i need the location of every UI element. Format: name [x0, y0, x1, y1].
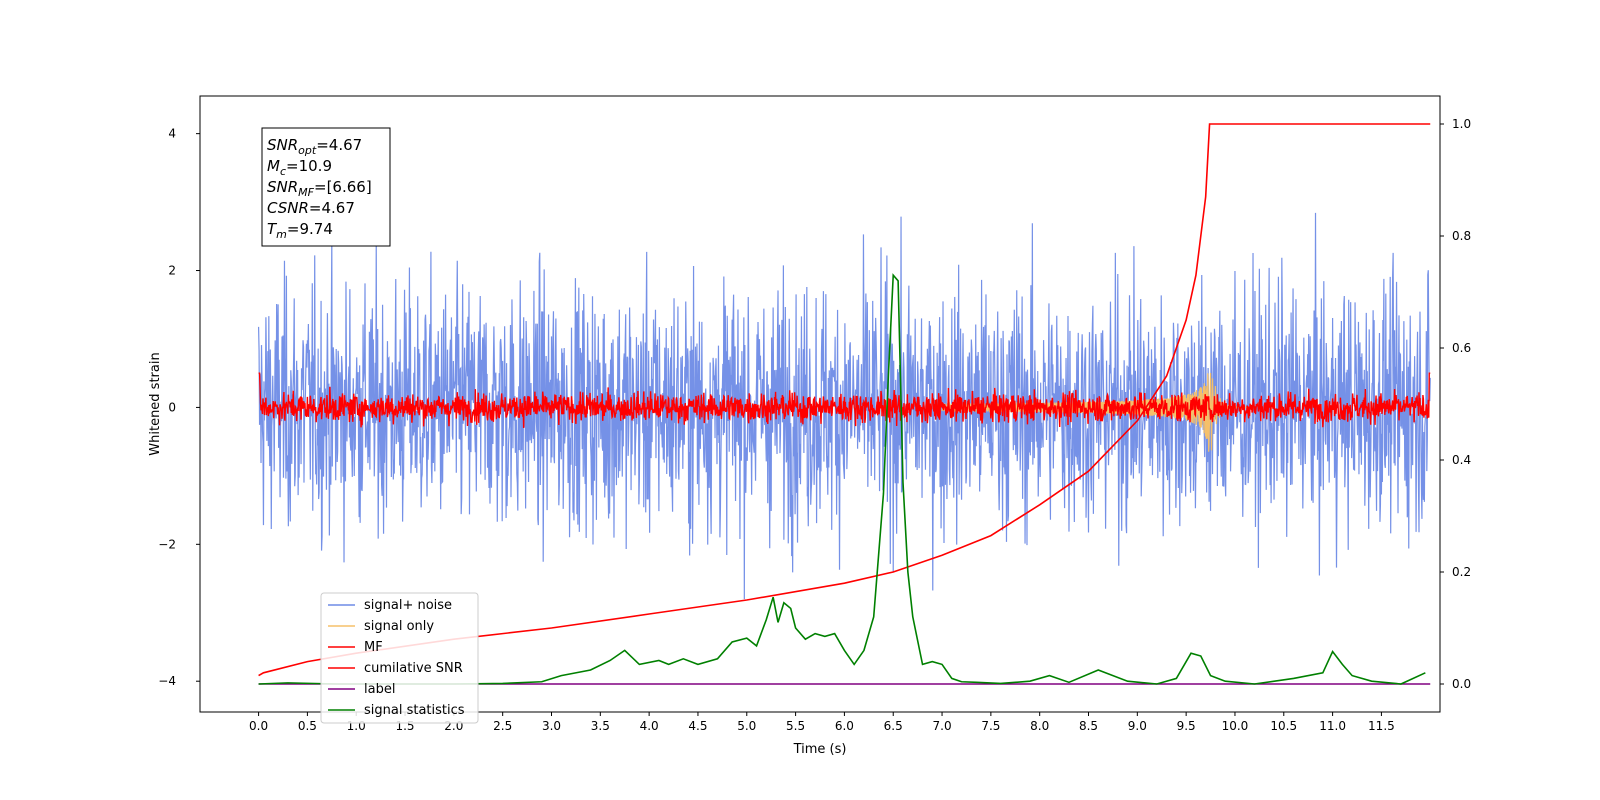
- x-tick-label: 10.5: [1270, 719, 1297, 733]
- y-tick-label: −4: [158, 674, 176, 688]
- y2-tick-label: 0.0: [1452, 677, 1471, 691]
- y2-tick-label: 0.4: [1452, 453, 1471, 467]
- annotation-line: SNRopt=4.67: [267, 136, 362, 157]
- series-signal-statistics-line: [258, 273, 1426, 685]
- x-tick-label: 2.5: [493, 719, 512, 733]
- series-mf-line: [258, 372, 1431, 429]
- y2-tick-label: 0.2: [1452, 565, 1471, 579]
- x-tick-label: 11.5: [1368, 719, 1395, 733]
- x-tick-label: 10.0: [1222, 719, 1249, 733]
- x-tick-label: 6.0: [835, 719, 854, 733]
- y-tick-label: −2: [158, 537, 176, 551]
- x-tick-label: 0.5: [298, 719, 317, 733]
- x-tick-label: 8.5: [1079, 719, 1098, 733]
- y-axis-label: Whitened strain: [148, 352, 163, 455]
- y-tick-label: 2: [168, 264, 176, 278]
- y-tick-label: 0: [168, 400, 176, 414]
- y2-tick-label: 0.6: [1452, 341, 1471, 355]
- x-axis-label: Time (s): [793, 742, 847, 757]
- x-tick-label: 11.0: [1319, 719, 1346, 733]
- legend-entry-label: signal+ noise: [364, 598, 452, 613]
- legend-entry-label: cumilative SNR: [364, 661, 463, 676]
- legend-entry-label: MF: [364, 640, 383, 655]
- x-tick-label: 8.0: [1030, 719, 1049, 733]
- y2-tick-label: 0.8: [1452, 229, 1471, 243]
- x-tick-label: 7.5: [981, 719, 1000, 733]
- x-tick-label: 3.0: [542, 719, 561, 733]
- series-signal-noise-line: [257, 212, 1431, 600]
- legend-frame: [320, 592, 479, 724]
- y-axis-right: 1.0 0.8 0.6 0.4 0.2 0.0: [1440, 117, 1471, 691]
- y-axis-left: 4 2 0 −2 −4: [158, 127, 200, 688]
- legend-entry-label: label: [364, 682, 395, 697]
- x-tick-label: 6.5: [884, 719, 903, 733]
- annotation-frame: [261, 127, 391, 247]
- legend: signal+ noise signal only MF cumilative SNR…: [320, 592, 479, 724]
- annotation-line: CSNR=4.67: [267, 199, 355, 217]
- legend-entry-label: signal only: [364, 619, 434, 634]
- x-tick-label: 5.0: [737, 719, 756, 733]
- x-tick-label: 0.0: [249, 719, 268, 733]
- annotation-line: SNRMF=[6.66]: [267, 178, 372, 199]
- x-tick-label: 3.5: [591, 719, 610, 733]
- y2-tick-label: 1.0: [1452, 117, 1471, 131]
- x-tick-label: 9.0: [1128, 719, 1147, 733]
- plot-frame: [199, 95, 1441, 713]
- x-tick-label: 9.5: [1177, 719, 1196, 733]
- annotation-line: Mc=10.9: [267, 157, 332, 178]
- annotation-line: Tm=9.74: [267, 220, 333, 241]
- x-tick-label: 7.0: [933, 719, 952, 733]
- legend-entry-label: signal statistics: [364, 703, 465, 718]
- x-tick-label: 4.5: [688, 719, 707, 733]
- x-tick-label: 5.5: [786, 719, 805, 733]
- y-tick-label: 4: [168, 127, 176, 141]
- x-tick-label: 4.0: [640, 719, 659, 733]
